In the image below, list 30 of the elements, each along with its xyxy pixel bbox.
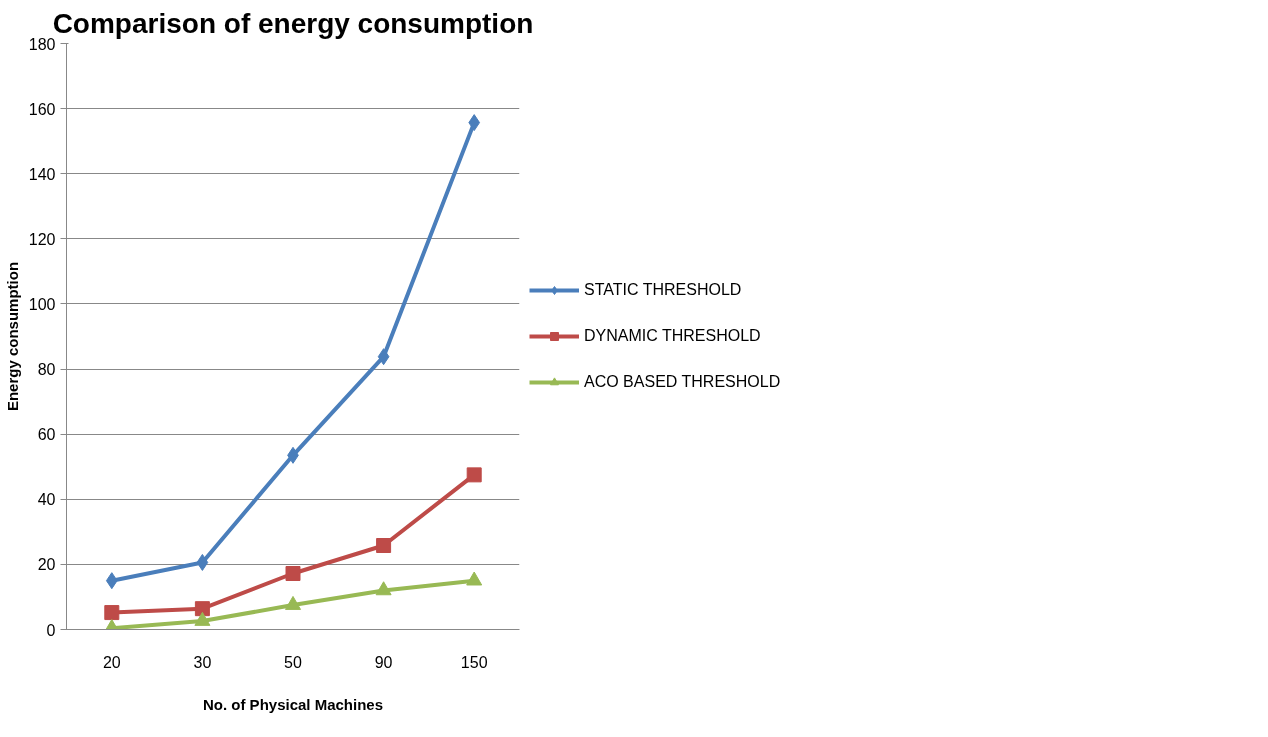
y-axis-title: Energy consumption xyxy=(3,261,21,412)
y-tick-label: 60 xyxy=(37,426,56,444)
x-tick-label: 90 xyxy=(374,653,393,671)
y-tick-label: 120 xyxy=(28,230,56,248)
y-tick-label: 20 xyxy=(37,556,56,574)
point xyxy=(376,538,392,554)
point xyxy=(105,572,118,590)
point xyxy=(375,581,392,596)
point xyxy=(104,605,120,621)
y-tick-label: 140 xyxy=(28,165,56,183)
x-tick-label: 20 xyxy=(102,653,121,671)
y-tick-label: 0 xyxy=(46,621,56,639)
legend-label: DYNAMIC THRESHOLD xyxy=(584,327,761,345)
point xyxy=(466,467,482,483)
point xyxy=(466,571,483,586)
x-tick-label: 50 xyxy=(284,653,302,671)
y-tick-label: 40 xyxy=(37,491,56,509)
point xyxy=(194,601,210,617)
x-axis-title: No. of Physical Machines xyxy=(202,695,384,713)
legend-label: STATIC THRESHOLD xyxy=(584,281,742,299)
point xyxy=(377,348,390,366)
point xyxy=(196,553,209,571)
y-tick-label: 160 xyxy=(28,100,56,118)
y-tick-label: 100 xyxy=(28,295,56,313)
legend-label: ACO BASED THRESHOLD xyxy=(584,373,781,391)
x-tick-label: 150 xyxy=(460,653,488,671)
y-tick-label: 80 xyxy=(37,361,56,379)
x-tick-label: 30 xyxy=(193,653,212,671)
point xyxy=(468,114,481,132)
point xyxy=(285,566,301,581)
